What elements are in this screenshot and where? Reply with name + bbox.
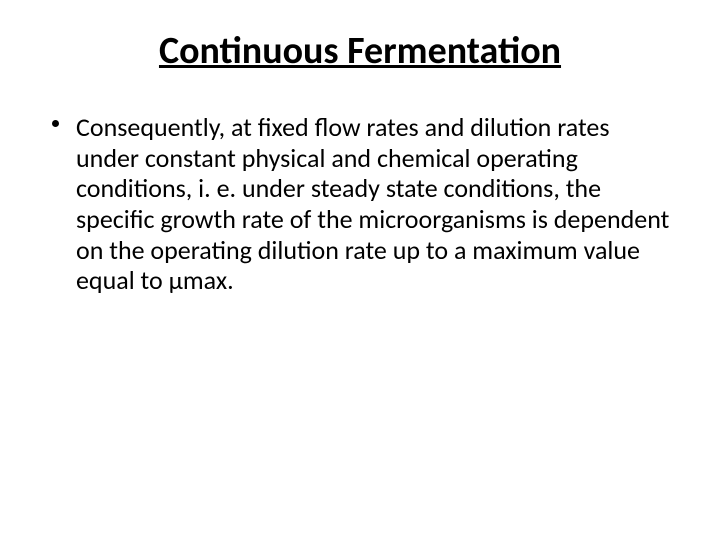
list-item: Consequently, at fixed flow rates and di… [48,112,672,296]
bullet-dot-icon [52,120,59,127]
slide: Continuous Fermentation Consequently, at… [0,0,720,540]
bullet-text: Consequently, at fixed flow rates and di… [76,112,672,296]
slide-title: Continuous Fermentation [48,28,672,74]
bullet-list: Consequently, at fixed flow rates and di… [48,112,672,296]
